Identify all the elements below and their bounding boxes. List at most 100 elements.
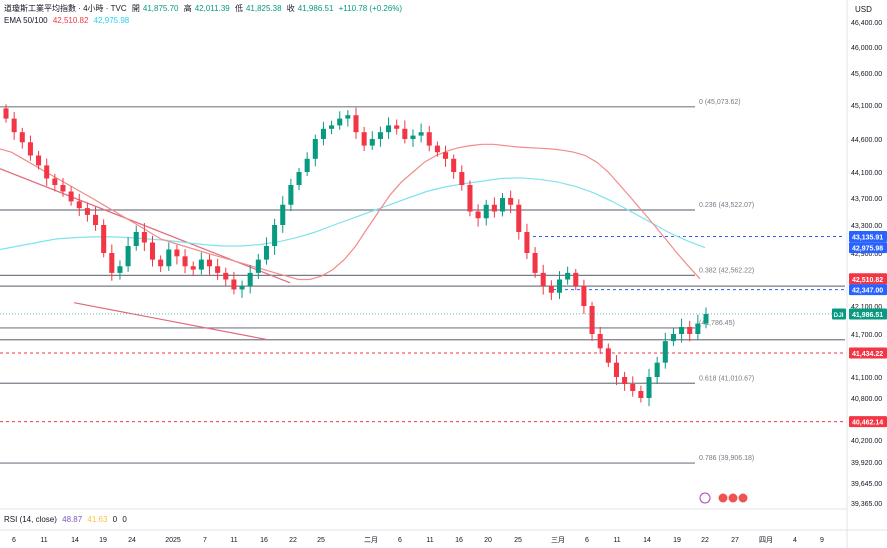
economic-event-flag-icon: [717, 492, 729, 504]
x-axis-tick-label: 二月: [364, 536, 378, 544]
candle-body: [329, 125, 335, 129]
candle-body: [662, 341, 668, 363]
candle-body: [337, 118, 343, 126]
candle-body: [174, 249, 180, 257]
x-axis-tick-label: 25: [514, 537, 522, 544]
candle-body: [548, 286, 554, 293]
y-axis-tick-label: 46,000.00: [851, 45, 882, 52]
x-axis-tick-label: 11: [40, 537, 47, 544]
candle-body: [11, 118, 17, 133]
candle-body: [386, 125, 392, 133]
candle-body: [394, 125, 400, 129]
candle-body: [410, 135, 416, 139]
candle-body: [654, 362, 660, 377]
y-axis-tick-label: 42,100.00: [851, 304, 882, 311]
ema100-line: [0, 177, 706, 251]
candle-body: [508, 198, 514, 205]
price-badge-label: 43,135.91: [852, 234, 883, 241]
open-label: 開: [131, 4, 140, 13]
candle-body: [263, 246, 269, 260]
candle-body: [93, 214, 99, 225]
x-axis-tick-label: 19: [673, 537, 681, 544]
x-axis-tick-label: 9: [820, 537, 824, 544]
close-value: 41,986.51: [297, 4, 334, 13]
rsi-extra-1: 0: [112, 515, 118, 524]
ema50-line: [0, 143, 701, 281]
chart-header: 道瓊斯工業平均指數 · 4小時 · TVC 開 41,875.70 高 42,011…: [4, 4, 405, 14]
y-axis-tick-label: 41,700.00: [851, 332, 882, 339]
y-axis-tick-label: 43,700.00: [851, 196, 882, 203]
candle-body: [516, 204, 522, 232]
x-axis-tick-label: 6: [585, 537, 589, 544]
candle-body: [215, 266, 221, 273]
rsi-ma-value: 41.63: [87, 515, 108, 524]
candle-body: [84, 208, 90, 215]
low-label: 低: [234, 4, 243, 13]
price-badge: [849, 308, 887, 320]
candle-body: [426, 132, 432, 146]
candle-body: [101, 225, 107, 253]
candle-body: [451, 158, 457, 172]
high-label: 高: [183, 4, 192, 13]
price-badge-label: 41,434.22: [852, 351, 883, 358]
candle-body: [223, 272, 229, 280]
candle-body: [532, 253, 538, 273]
currency-label[interactable]: USD: [855, 5, 872, 14]
candle-body: [52, 178, 58, 185]
rsi-legend[interactable]: RSI (14, close) 48.87 41.63 0 0: [4, 515, 130, 525]
candle-body: [296, 172, 302, 185]
x-axis-tick-label: 6: [398, 537, 402, 544]
x-axis-tick-label: 24: [128, 537, 136, 544]
price-badge: [849, 347, 887, 359]
candle-body: [369, 139, 375, 146]
x-axis-tick-label: 27: [731, 537, 739, 544]
y-axis-tick-label: 41,100.00: [851, 375, 882, 382]
price-badge-label: 42,347.00: [852, 288, 883, 295]
ema-label: EMA 50/100: [4, 16, 48, 25]
candle-body: [613, 362, 619, 377]
candle-body: [638, 391, 644, 398]
fib-level-label: (41,786.45): [699, 320, 735, 327]
ema100-value: 42,975.98: [93, 16, 130, 25]
candle-body: [556, 279, 563, 293]
candle-body: [76, 201, 82, 209]
candle-body: [467, 185, 473, 212]
candle-body: [166, 249, 172, 267]
candle-body: [670, 334, 676, 342]
x-axis-tick-label: 11: [426, 537, 433, 544]
candle-body: [149, 242, 156, 260]
price-badge: [849, 230, 887, 242]
rsi-value: 48.87: [62, 515, 83, 524]
candle-body: [353, 115, 359, 133]
ema-legend[interactable]: EMA 50/100 42,510.82 42,975.98: [4, 16, 132, 26]
x-axis-tick-label: 7: [203, 537, 207, 544]
candle-body: [581, 286, 587, 306]
candle-body: [589, 306, 595, 334]
rsi-extra-2: 0: [122, 515, 127, 524]
price-badge: [849, 284, 887, 296]
economic-event-flag-icon: [727, 492, 739, 504]
economic-event-flag-icon: [737, 492, 749, 504]
candle-body: [491, 204, 497, 212]
fib-level-label: 0.382 (42,562.22): [699, 267, 754, 274]
symbol-title[interactable]: 道瓊斯工業平均指數 · 4小時 · TVC: [4, 4, 127, 13]
candle-body: [402, 128, 408, 139]
symbol-tag-label: DJI: [834, 312, 844, 319]
change-value: +110.78 (+0.26%): [338, 4, 403, 13]
x-axis-tick-label: 25: [317, 537, 325, 544]
candle-body: [605, 348, 611, 363]
price-badge-label: 41,986.51: [852, 312, 883, 319]
candle-body: [247, 272, 253, 287]
candle-body: [198, 259, 204, 270]
candle-body: [565, 272, 571, 280]
candle-body: [483, 204, 489, 219]
candle-body: [622, 377, 628, 384]
x-axis-tick-label: 16: [260, 537, 268, 544]
candle-body: [190, 266, 196, 270]
price-badge: [849, 416, 887, 428]
candle-body: [60, 185, 66, 192]
candle-body: [182, 256, 188, 267]
high-value: 42,011.39: [194, 4, 230, 13]
low-value: 41,825.38: [245, 4, 282, 13]
x-axis-tick-label: 11: [230, 537, 237, 544]
